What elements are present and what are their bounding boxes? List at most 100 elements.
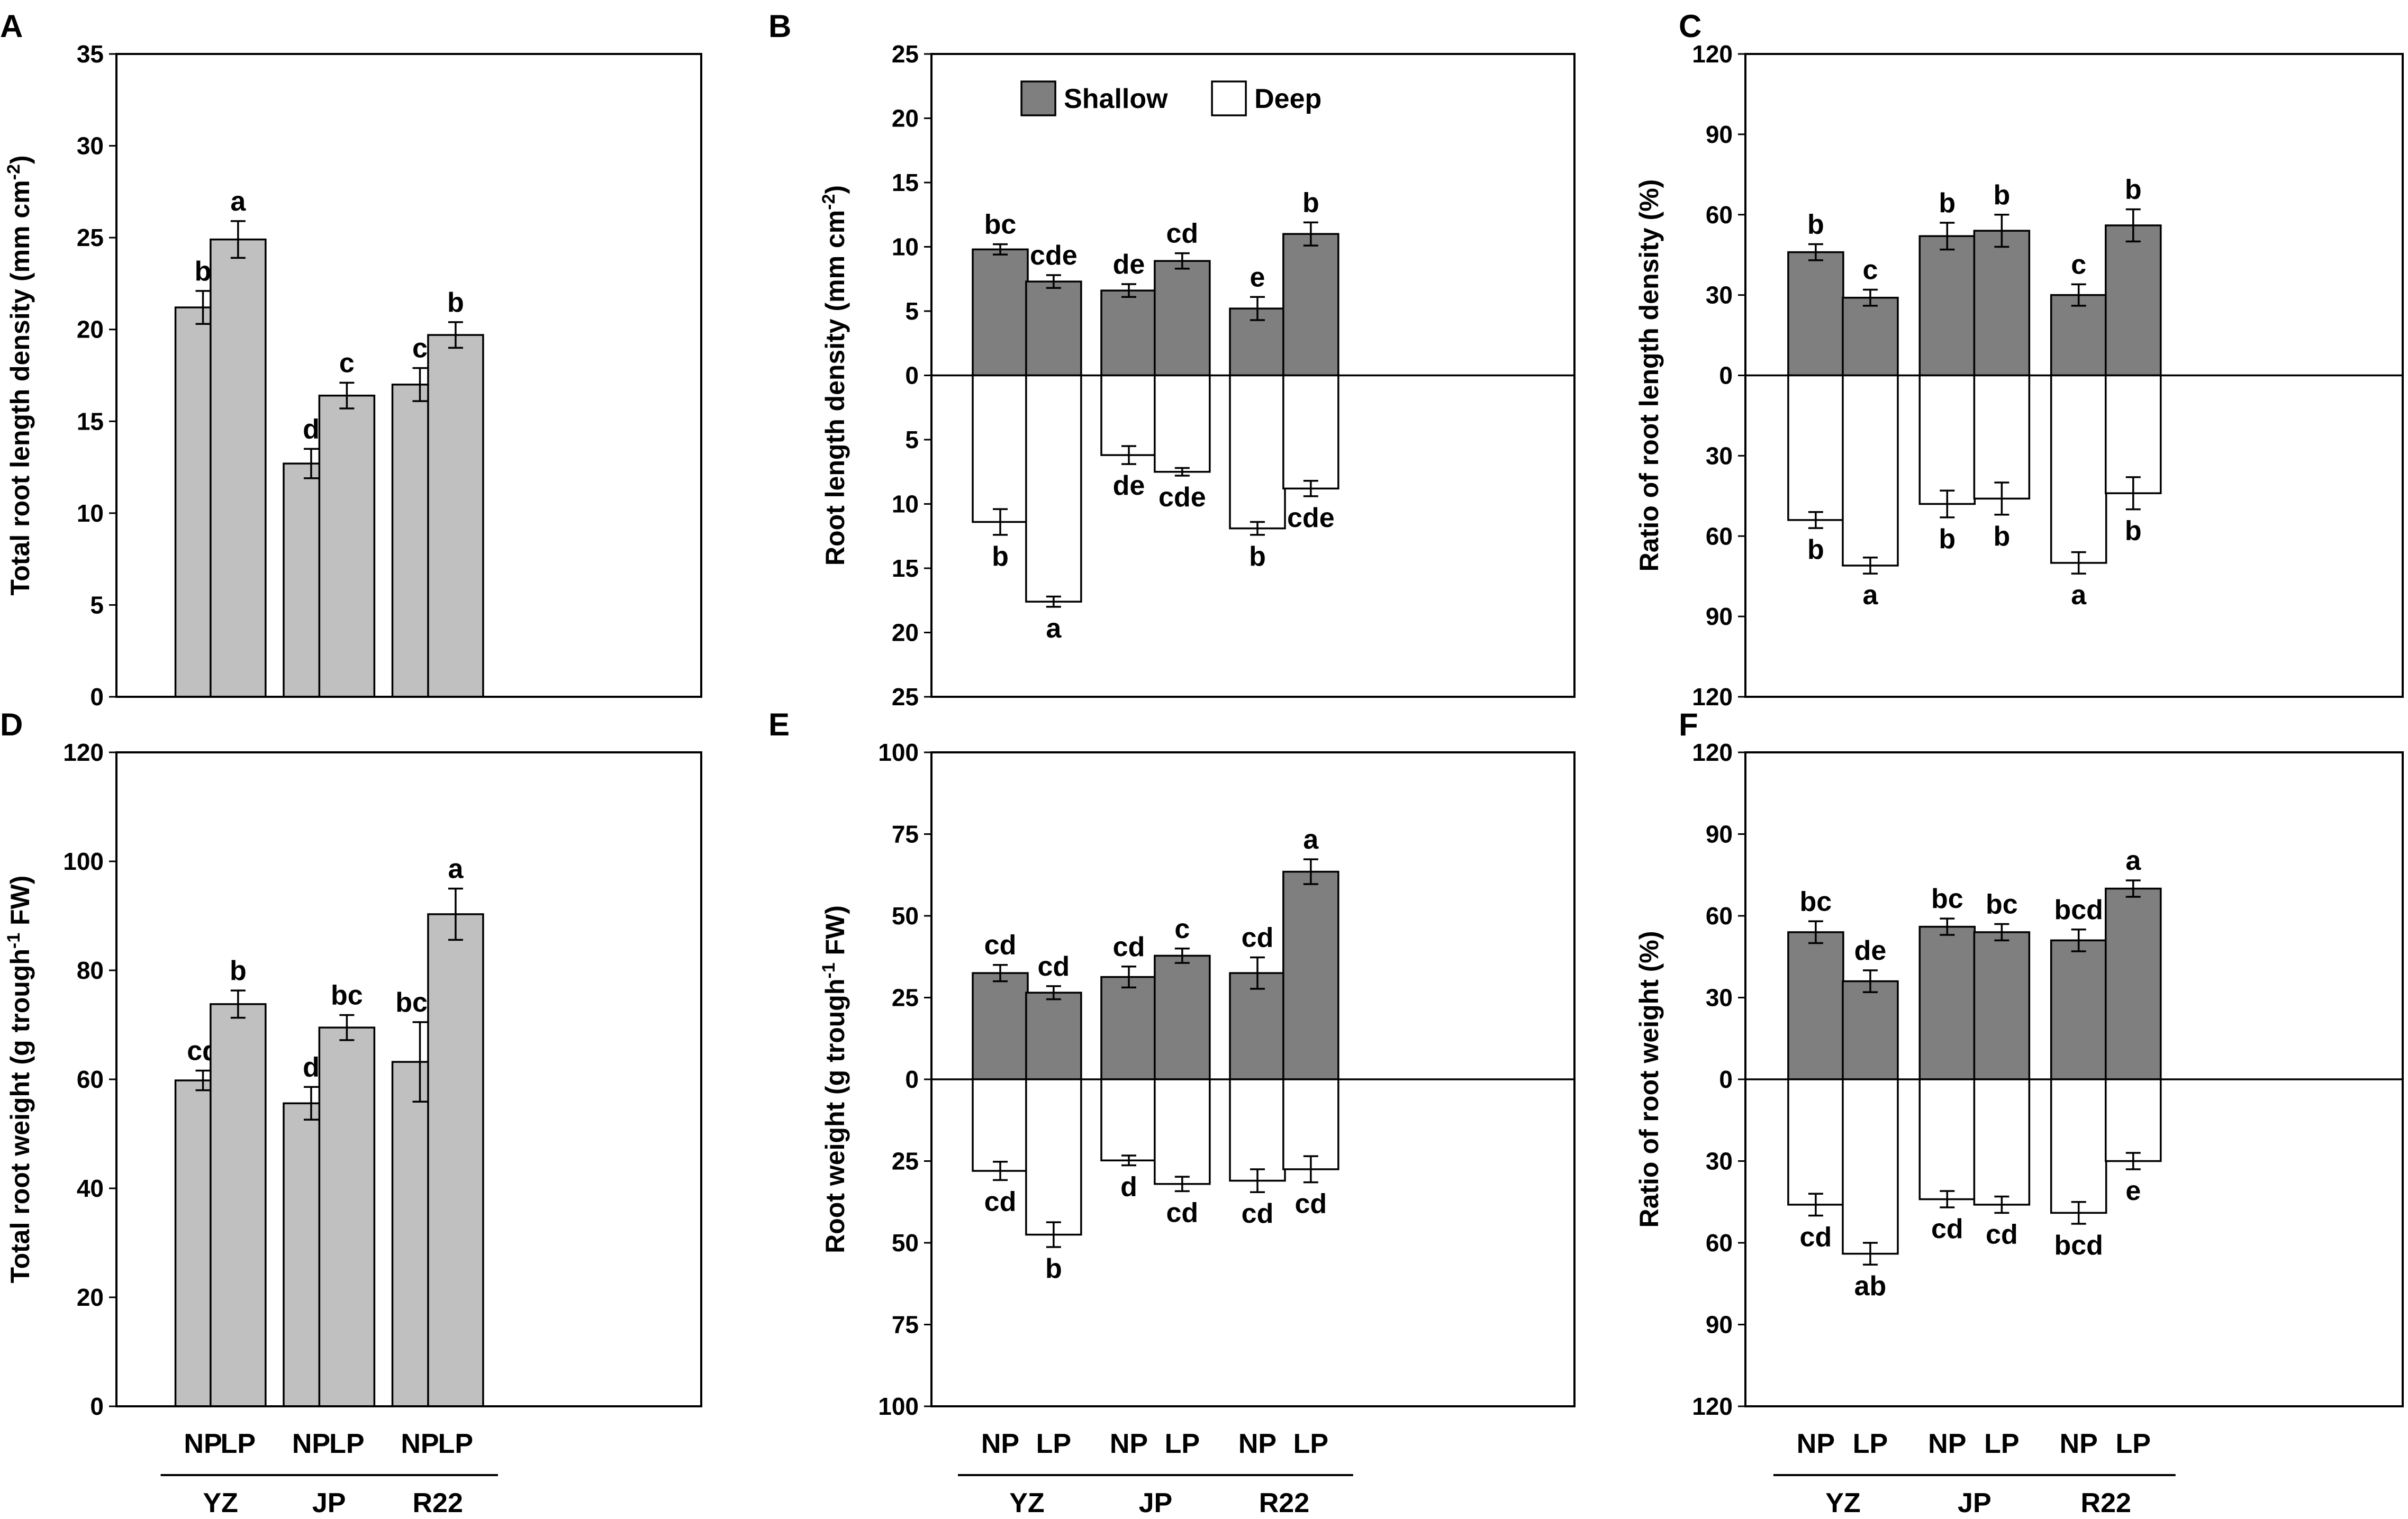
bar-shallow <box>1100 976 1157 1080</box>
y-tick-label: 50 <box>892 902 919 930</box>
x-group-label: YZ <box>203 1488 238 1518</box>
y-tick-label: 90 <box>1706 121 1733 148</box>
y-tick-label: 60 <box>1706 522 1733 550</box>
bar-shallow <box>1842 980 1899 1080</box>
significance-label: c <box>2071 249 2086 280</box>
y-tick-label: 35 <box>77 40 104 68</box>
x-category-label: LP <box>1036 1429 1071 1459</box>
x-category-label: LP <box>438 1429 473 1459</box>
y-tick-label: 0 <box>905 1066 919 1093</box>
x-category-label: NP <box>2060 1429 2098 1459</box>
bar <box>427 334 484 698</box>
bar-shallow <box>1787 251 1844 377</box>
significance-label: cd <box>1113 932 1145 962</box>
significance-label: b <box>447 287 464 318</box>
significance-label: c <box>1863 255 1878 286</box>
significance-label: cd <box>1800 1222 1832 1253</box>
plot-frame <box>1744 751 2404 1407</box>
x-category-label: NP <box>1928 1429 1966 1459</box>
panel-label-B: B <box>768 8 791 44</box>
y-tick-label: 0 <box>905 362 919 389</box>
panel-label-E: E <box>768 707 790 742</box>
significance-label: e <box>2125 1176 2141 1206</box>
significance-label: b <box>992 541 1009 572</box>
y-tick-label: 120 <box>1692 40 1733 68</box>
significance-label: c <box>339 348 355 378</box>
y-axis-label: Total root length density (mm cm-2) <box>4 155 35 595</box>
bar-deep <box>1100 374 1157 456</box>
x-group-label: R22 <box>2081 1488 2131 1518</box>
significance-label: de <box>1113 470 1145 501</box>
y-tick-label: 20 <box>77 316 104 343</box>
bar-shallow <box>1154 954 1211 1080</box>
bar-deep <box>1973 1078 2031 1206</box>
bar-shallow <box>1282 233 1339 377</box>
x-category-label: LP <box>2116 1429 2151 1459</box>
x-group-label: JP <box>312 1488 346 1518</box>
significance-label: bc <box>1931 884 1963 914</box>
y-tick-label: 10 <box>77 499 104 527</box>
plot-frame <box>115 53 702 698</box>
y-axis-label: Root weight (g trough-1 FW) <box>819 905 850 1253</box>
bar-shallow <box>1025 280 1082 377</box>
significance-label: bcd <box>2054 895 2103 925</box>
legend-swatch-shallow <box>1020 80 1056 116</box>
significance-label: a <box>448 854 464 885</box>
y-tick-label: 25 <box>77 224 104 251</box>
significance-label: bc <box>984 210 1017 240</box>
y-tick-label: 90 <box>1706 1311 1733 1339</box>
y-tick-label: 60 <box>1706 902 1733 930</box>
y-axis-label: Ratio of root length density (%) <box>1634 179 1664 572</box>
y-tick-label: 30 <box>1706 442 1733 469</box>
y-tick-label: 90 <box>1706 603 1733 630</box>
x-category-label: NP <box>1110 1429 1148 1459</box>
legend-label-shallow: Shallow <box>1064 84 1168 114</box>
bar-shallow <box>1842 296 1899 377</box>
y-tick-label: 20 <box>77 1284 104 1311</box>
significance-label: cd <box>1931 1214 1963 1244</box>
bar-shallow <box>1973 230 2031 377</box>
bar-shallow <box>1154 260 1211 377</box>
y-tick-label: 75 <box>892 821 919 848</box>
bar-shallow <box>1918 235 1976 377</box>
x-category-label: LP <box>1853 1429 1888 1459</box>
panel-label-F: F <box>1679 707 1698 742</box>
x-group-label: YZ <box>1825 1488 1860 1518</box>
significance-label: b <box>1939 524 1956 554</box>
bar-deep <box>1842 374 1899 567</box>
significance-label: cd <box>1986 1219 2018 1250</box>
significance-label: b <box>1807 209 1824 240</box>
plot-frame <box>1744 53 2404 698</box>
significance-label: a <box>1303 824 1319 855</box>
plot-frame <box>930 53 1576 698</box>
bar-deep <box>1154 374 1211 473</box>
bar <box>210 238 267 698</box>
bar-shallow <box>2105 224 2162 377</box>
y-tick-label: 15 <box>892 554 919 582</box>
panel-A: A 0 5 10 15 20 25 30 35 Total root length density… <box>0 8 702 711</box>
panel-E: E 100 75 50 25 0 25 50 75 100 Root weight (g troug… <box>768 707 1576 1518</box>
legend-swatch-deep <box>1211 80 1247 116</box>
significance-label: b <box>1045 1253 1062 1284</box>
significance-label: b <box>2125 516 2142 547</box>
bar-deep <box>1787 374 1844 521</box>
x-category-label: LP <box>1293 1429 1328 1459</box>
y-tick-label: 25 <box>892 40 919 68</box>
y-tick-label: 0 <box>1719 1066 1733 1093</box>
bar-shallow <box>1025 992 1082 1080</box>
panel-B: B 25 20 15 10 5 0 5 10 15 20 25 Root length density … <box>768 8 1576 711</box>
bar-deep <box>1229 1078 1286 1182</box>
x-category-label: NP <box>292 1429 330 1459</box>
y-tick-label: 120 <box>63 739 104 766</box>
y-tick-label: 40 <box>77 1175 104 1202</box>
significance-label: d <box>303 1052 320 1083</box>
y-tick-label: 25 <box>892 683 919 711</box>
significance-label: cd <box>1038 951 1070 982</box>
y-tick-label: 30 <box>1706 281 1733 309</box>
bar-deep <box>1842 1078 1899 1255</box>
bar-deep <box>1787 1078 1844 1206</box>
bar-deep <box>1282 1078 1339 1170</box>
x-group-label: JP <box>1958 1488 1991 1518</box>
significance-label: a <box>230 186 246 217</box>
bar-shallow <box>972 972 1029 1080</box>
